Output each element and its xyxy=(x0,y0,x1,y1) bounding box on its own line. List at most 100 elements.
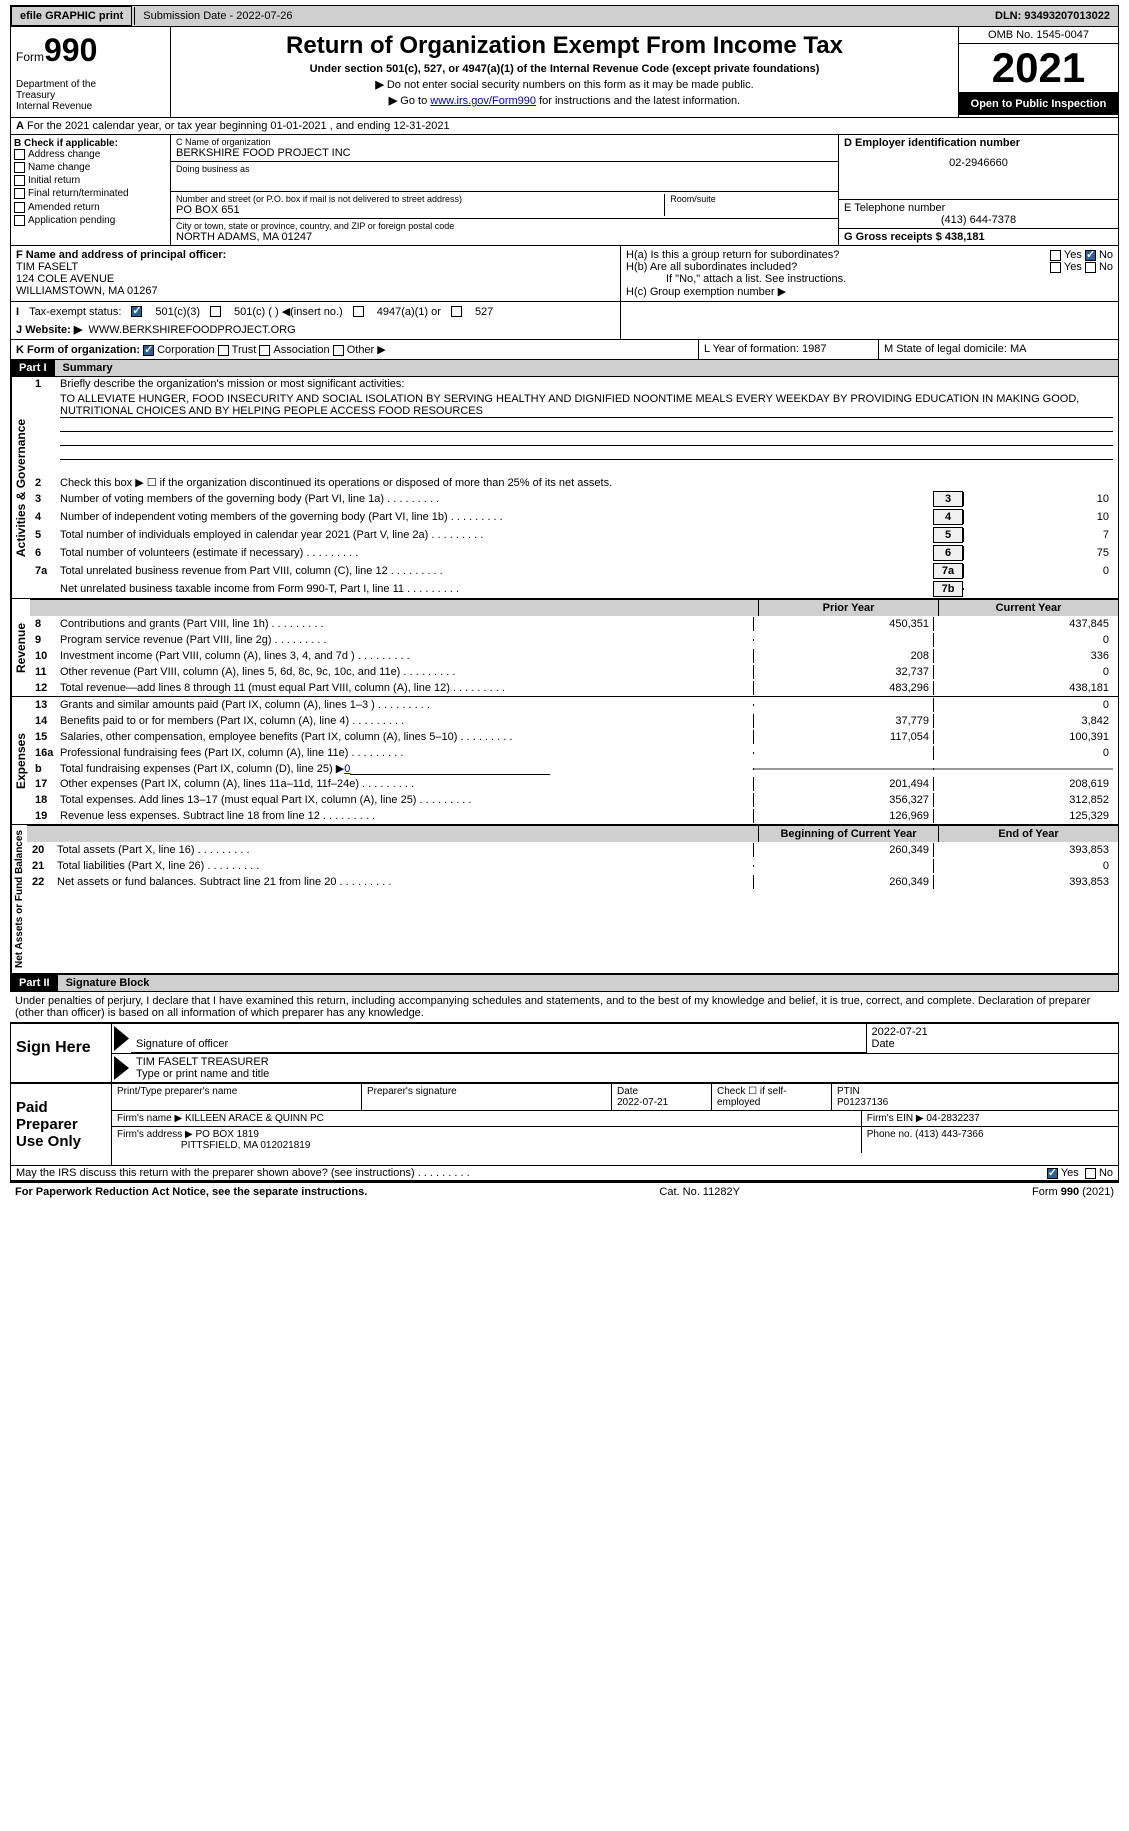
firm-addr-lbl: Firm's address ▶ xyxy=(117,1129,193,1140)
v6: 75 xyxy=(963,546,1113,560)
table-row: 14Benefits paid to or for members (Part … xyxy=(30,713,1118,729)
tax-4947: 4947(a)(1) or xyxy=(377,306,441,318)
prep-phone: Phone no. (413) 443-7366 xyxy=(862,1127,1118,1153)
footer-left: For Paperwork Reduction Act Notice, see … xyxy=(15,1186,367,1198)
ptin: P01237136 xyxy=(837,1097,888,1108)
dba-lbl: Doing business as xyxy=(176,164,833,174)
v5: 7 xyxy=(963,528,1113,542)
line-b: Total fundraising expenses (Part IX, col… xyxy=(60,763,344,775)
officer-row: F Name and address of principal officer:… xyxy=(10,246,1119,302)
prep-check: Check ☐ if self-employed xyxy=(712,1084,832,1110)
part2-title: Signature Block xyxy=(58,975,1118,991)
officer-name: TIM FASELT xyxy=(16,261,78,273)
footer-right: Form 990 (2021) xyxy=(1032,1186,1114,1198)
korg-other: Other ▶ xyxy=(347,344,386,356)
table-row: 18Total expenses. Add lines 13–17 (must … xyxy=(30,792,1118,808)
org-name: BERKSHIRE FOOD PROJECT INC xyxy=(176,147,833,159)
activities-tab: Activities & Governance xyxy=(11,377,30,598)
room-lbl: Room/suite xyxy=(670,194,833,204)
form-header: Form990 Department of theTreasuryInterna… xyxy=(10,27,1119,118)
hdr-prior: Prior Year xyxy=(758,600,938,616)
signer-name: TIM FASELT TREASURER xyxy=(136,1056,269,1068)
table-row: 22Net assets or fund balances. Subtract … xyxy=(27,874,1118,890)
revenue-section: Revenue Prior YearCurrent Year 8Contribu… xyxy=(10,599,1119,697)
sign-date: 2022-07-21 xyxy=(872,1026,928,1038)
korg-row: K Form of organization: Corporation Trus… xyxy=(10,340,1119,360)
form-subtitle: Under section 501(c), 527, or 4947(a)(1)… xyxy=(181,63,948,75)
v4: 10 xyxy=(963,510,1113,524)
firm-addr1: PO BOX 1819 xyxy=(196,1129,259,1140)
table-row: 8Contributions and grants (Part VIII, li… xyxy=(30,616,1118,632)
tax-year: 2021 xyxy=(959,44,1118,93)
expenses-tab: Expenses xyxy=(11,697,30,824)
prep-sig-lbl: Preparer's signature xyxy=(367,1086,457,1097)
check-column: B Check if applicable: Address change Na… xyxy=(11,135,171,245)
table-row: 13Grants and similar amounts paid (Part … xyxy=(30,697,1118,713)
efile-print-button[interactable]: efile GRAPHIC print xyxy=(11,6,132,26)
table-row: 21Total liabilities (Part X, line 26)0 xyxy=(27,858,1118,874)
check-b-header: B Check if applicable: xyxy=(14,138,118,149)
hdr-end: End of Year xyxy=(938,826,1118,842)
cb-amended: Amended return xyxy=(28,202,100,213)
org-name-lbl: C Name of organization xyxy=(176,137,833,147)
table-row: 16aProfessional fundraising fees (Part I… xyxy=(30,745,1118,761)
prep-print-lbl: Print/Type preparer's name xyxy=(117,1086,237,1097)
part1-header: Part I Summary xyxy=(10,360,1119,377)
line4: Number of independent voting members of … xyxy=(60,511,933,523)
activities-section: Activities & Governance 1Briefly describ… xyxy=(10,377,1119,599)
ha-yes: Yes xyxy=(1064,249,1082,261)
form-of-org: K Form of organization: Corporation Trus… xyxy=(11,340,698,359)
signer-name-lbl: Type or print name and title xyxy=(136,1068,269,1080)
cb-app: Application pending xyxy=(28,215,115,226)
officer-block: F Name and address of principal officer:… xyxy=(11,246,621,301)
part1-label: Part I xyxy=(11,360,55,376)
sign-here-label: Sign Here xyxy=(11,1024,111,1082)
preparer-block: Paid Preparer Use Only Print/Type prepar… xyxy=(10,1083,1119,1166)
line1-lbl: Briefly describe the organization's miss… xyxy=(60,378,1113,390)
ha-no: No xyxy=(1099,249,1113,261)
line3: Number of voting members of the governin… xyxy=(60,493,933,505)
netassets-tab: Net Assets or Fund Balances xyxy=(11,825,27,973)
discuss-q: May the IRS discuss this return with the… xyxy=(16,1167,913,1179)
goto-prefix: Go to xyxy=(400,95,430,107)
officer-lbl: F Name and address of principal officer: xyxy=(16,249,226,261)
cb-initial: Initial return xyxy=(28,175,80,186)
firm-name: KILLEEN ARACE & QUINN PC xyxy=(185,1113,324,1124)
org-column: C Name of organizationBERKSHIRE FOOD PRO… xyxy=(171,135,838,245)
omb-number: OMB No. 1545-0047 xyxy=(959,27,1118,44)
form-990-page: efile GRAPHIC print Submission Date - 20… xyxy=(0,0,1129,1206)
table-row: 19Revenue less expenses. Subtract line 1… xyxy=(30,808,1118,824)
v7a: 0 xyxy=(963,564,1113,578)
table-row: 9Program service revenue (Part VIII, lin… xyxy=(30,632,1118,648)
firm-name-lbl: Firm's name ▶ xyxy=(117,1113,182,1124)
phone: (413) 644-7378 xyxy=(844,214,1113,226)
tax-501c: 501(c) ( ) ◀(insert no.) xyxy=(234,305,343,318)
ein: 02-2946660 xyxy=(844,157,1113,169)
declaration: Under penalties of perjury, I declare th… xyxy=(10,992,1119,1022)
note-ssn: Do not enter social security numbers on … xyxy=(387,79,754,91)
ein-column: D Employer identification number02-29466… xyxy=(838,135,1118,245)
state-domicile: M State of legal domicile: MA xyxy=(878,340,1118,359)
korg-assoc: Association xyxy=(273,344,329,356)
main-info-block: B Check if applicable: Address change Na… xyxy=(10,135,1119,246)
officer-addr1: 124 COLE AVENUE xyxy=(16,273,114,285)
form-title: Return of Organization Exempt From Incom… xyxy=(181,32,948,60)
firm-ein: Firm's EIN ▶ 04-2832237 xyxy=(862,1111,1118,1126)
line6: Total number of volunteers (estimate if … xyxy=(60,547,933,559)
city: NORTH ADAMS, MA 01247 xyxy=(176,231,833,243)
dln: DLN: 93493207013022 xyxy=(987,7,1118,25)
korg-lbl: K Form of organization: xyxy=(16,344,140,356)
gross-receipts: G Gross receipts $ 438,181 xyxy=(844,231,985,243)
discuss-row: May the IRS discuss this return with the… xyxy=(10,1166,1119,1181)
footer: For Paperwork Reduction Act Notice, see … xyxy=(10,1181,1119,1201)
street-lbl: Number and street (or P.O. box if mail i… xyxy=(176,194,664,204)
street: PO BOX 651 xyxy=(176,204,664,216)
hb-note: If "No," attach a list. See instructions… xyxy=(626,273,1113,285)
irs-link[interactable]: www.irs.gov/Form990 xyxy=(430,95,536,107)
year-formation: L Year of formation: 1987 xyxy=(698,340,878,359)
ptin-lbl: PTIN xyxy=(837,1086,860,1097)
city-lbl: City or town, state or province, country… xyxy=(176,221,833,231)
table-row: 17Other expenses (Part IX, column (A), l… xyxy=(30,776,1118,792)
tax-website-row: I Tax-exempt status: 501(c)(3) 501(c) ( … xyxy=(10,302,1119,340)
cb-address: Address change xyxy=(28,149,100,160)
